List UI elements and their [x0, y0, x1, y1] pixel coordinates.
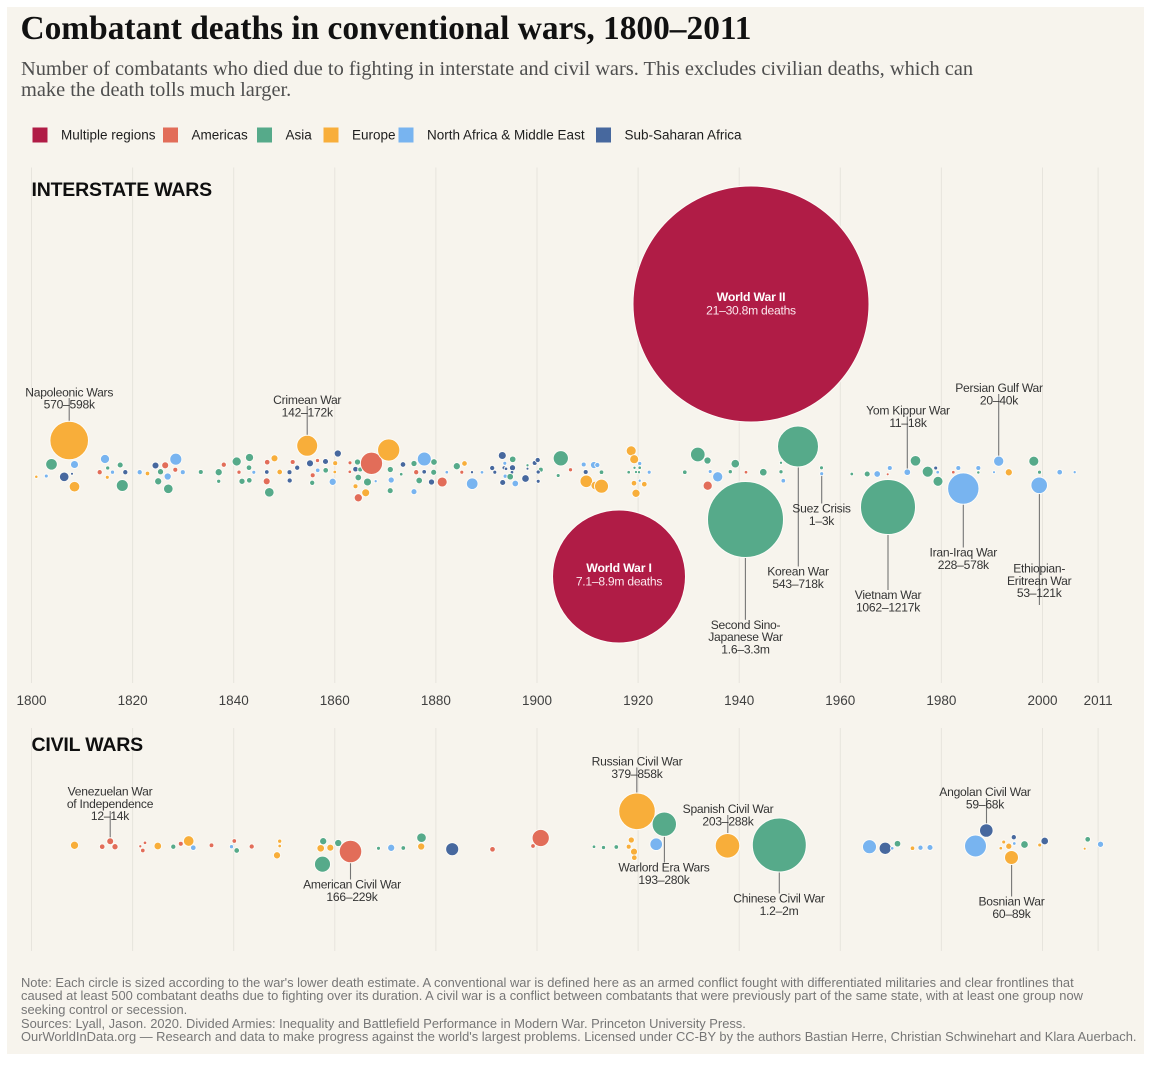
- svg-text:Vietnam War: Vietnam War: [855, 588, 922, 602]
- svg-text:1880: 1880: [421, 693, 451, 708]
- svg-text:7.1–8.9m deaths: 7.1–8.9m deaths: [576, 575, 663, 589]
- svg-text:Warlord Era Wars: Warlord Era Wars: [618, 861, 709, 875]
- svg-text:Sub-Saharan Africa: Sub-Saharan Africa: [625, 128, 743, 143]
- svg-text:2011: 2011: [1084, 693, 1113, 708]
- svg-text:American Civil War: American Civil War: [303, 878, 401, 892]
- svg-text:CIVIL WARS: CIVIL WARS: [32, 734, 144, 756]
- svg-text:Eritrean War: Eritrean War: [1007, 574, 1072, 588]
- svg-text:1900: 1900: [522, 693, 552, 708]
- svg-text:1062–1217k: 1062–1217k: [856, 600, 921, 614]
- svg-text:Angolan Civil War: Angolan Civil War: [939, 785, 1031, 799]
- svg-text:12–14k: 12–14k: [91, 809, 130, 823]
- svg-text:Korean War: Korean War: [767, 565, 829, 579]
- svg-text:1980: 1980: [926, 693, 956, 708]
- svg-text:1840: 1840: [219, 693, 249, 708]
- svg-text:1.6–3.3m: 1.6–3.3m: [721, 642, 770, 656]
- svg-text:World War I: World War I: [586, 561, 651, 575]
- svg-text:2000: 2000: [1027, 693, 1057, 708]
- svg-text:Iran-Iraq War: Iran-Iraq War: [930, 546, 998, 560]
- svg-text:21–30.8m deaths: 21–30.8m deaths: [706, 304, 796, 318]
- svg-text:193–280k: 193–280k: [638, 873, 690, 887]
- svg-text:1820: 1820: [118, 693, 148, 708]
- svg-text:Russian Civil War: Russian Civil War: [592, 755, 683, 769]
- svg-text:11–18k: 11–18k: [889, 416, 927, 430]
- svg-text:203–288k: 203–288k: [702, 814, 754, 828]
- svg-text:Crimean War: Crimean War: [273, 393, 341, 407]
- svg-text:228–578k: 228–578k: [938, 558, 990, 572]
- svg-text:of Independence: of Independence: [67, 797, 154, 811]
- svg-text:1–3k: 1–3k: [809, 514, 835, 528]
- svg-text:1800: 1800: [16, 693, 46, 708]
- svg-text:60–89k: 60–89k: [992, 907, 1031, 921]
- svg-text:Second Sino-: Second Sino-: [711, 618, 781, 632]
- svg-text:1860: 1860: [320, 693, 350, 708]
- svg-text:Asia: Asia: [286, 128, 313, 143]
- svg-text:1.2–2m: 1.2–2m: [760, 904, 799, 918]
- svg-text:Chinese Civil War: Chinese Civil War: [733, 892, 825, 906]
- svg-text:Europe: Europe: [352, 128, 396, 143]
- svg-text:Multiple regions: Multiple regions: [61, 128, 156, 143]
- svg-text:INTERSTATE WARS: INTERSTATE WARS: [32, 179, 213, 201]
- svg-text:1940: 1940: [724, 693, 754, 708]
- svg-text:Yom Kippur War: Yom Kippur War: [866, 404, 950, 418]
- svg-text:570–598k: 570–598k: [44, 398, 96, 412]
- svg-text:North Africa & Middle East: North Africa & Middle East: [427, 128, 585, 143]
- svg-text:Venezuelan War: Venezuelan War: [68, 785, 153, 799]
- svg-text:Spanish Civil War: Spanish Civil War: [683, 802, 774, 816]
- svg-text:59–68k: 59–68k: [966, 797, 1005, 811]
- svg-text:Suez Crisis: Suez Crisis: [792, 502, 851, 516]
- svg-text:166–229k: 166–229k: [326, 890, 378, 904]
- svg-text:Americas: Americas: [192, 128, 249, 143]
- svg-text:53–121k: 53–121k: [1017, 586, 1063, 600]
- svg-text:Napoleonic Wars: Napoleonic Wars: [25, 385, 113, 399]
- svg-text:Ethiopian-: Ethiopian-: [1013, 562, 1065, 576]
- svg-text:379–858k: 379–858k: [611, 767, 663, 781]
- svg-text:1960: 1960: [825, 693, 855, 708]
- svg-text:Persian Gulf War: Persian Gulf War: [955, 381, 1043, 395]
- svg-text:1920: 1920: [623, 693, 653, 708]
- svg-text:20–40k: 20–40k: [980, 393, 1019, 407]
- svg-text:Japanese War: Japanese War: [708, 630, 783, 644]
- svg-text:Bosnian War: Bosnian War: [978, 895, 1044, 909]
- svg-text:543–718k: 543–718k: [772, 577, 824, 591]
- svg-text:142–172k: 142–172k: [282, 405, 334, 419]
- svg-text:World War II: World War II: [717, 290, 786, 304]
